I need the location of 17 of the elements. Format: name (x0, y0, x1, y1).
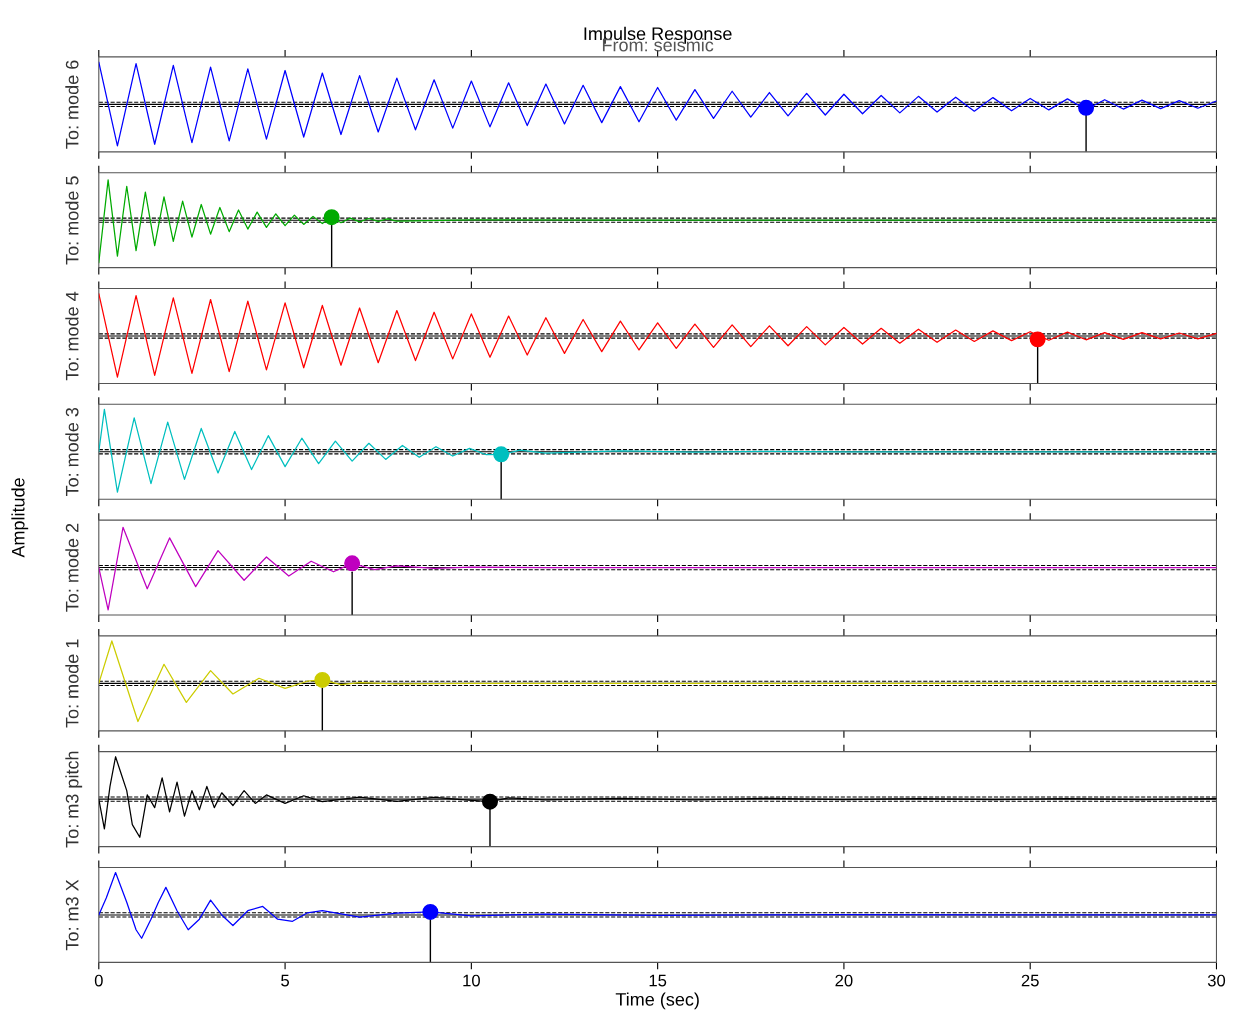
x-tick-label: 25 (1021, 974, 1039, 987)
y-axis-title: To: mode 4 (65, 291, 79, 381)
x-tick-label: 5 (281, 974, 290, 987)
x-tick-label: 15 (649, 974, 667, 987)
text: Amplitude (11, 478, 29, 558)
y-axis-title: To: m3 pitch (65, 751, 83, 848)
y-axis-title: To: mode 2 (65, 523, 79, 612)
y-axis-title: To: m3 X (65, 879, 79, 951)
x-tick-label: 20 (835, 974, 853, 987)
y-axis-title: To: mode 1 (65, 639, 79, 728)
y-axis-title: To: mode 6 (65, 60, 79, 149)
x-axis-title: Time (sec) (615, 992, 699, 1010)
x-tick-label: 0 (94, 974, 103, 987)
x-tick-label: 10 (463, 974, 480, 987)
x-tick-label: 30 (1207, 974, 1226, 987)
y-axis-title: To: mode 5 (65, 176, 79, 265)
y-axis-title: To: mode 3 (65, 407, 79, 497)
